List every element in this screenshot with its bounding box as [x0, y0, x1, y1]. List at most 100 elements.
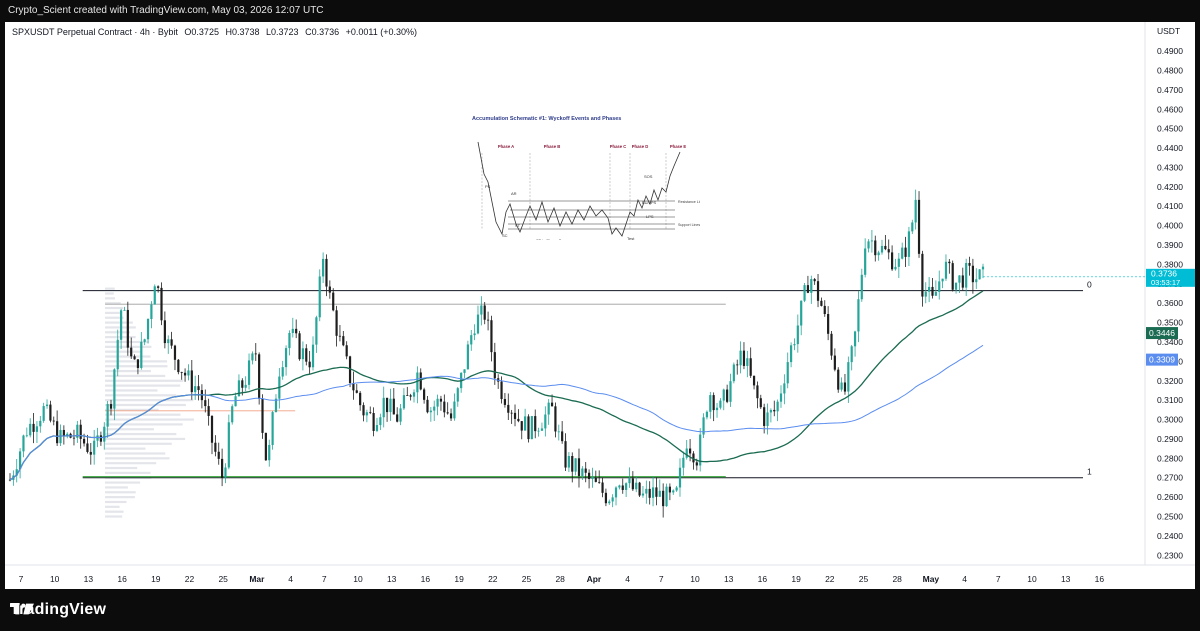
- candle-body: [880, 245, 884, 253]
- candle-body: [887, 249, 890, 253]
- x-tick-label: 25: [522, 574, 532, 584]
- candle-body: [429, 410, 432, 413]
- legend-header: SPXUSDT Perpetual Contract · 4h · Bybit …: [12, 27, 421, 37]
- wyckoff-event-label: PS: [485, 184, 491, 189]
- candle-body: [25, 435, 28, 437]
- candle-body: [965, 263, 968, 288]
- candle-body: [816, 281, 820, 301]
- high-value: H0.3738: [225, 27, 260, 37]
- candle-body: [678, 467, 682, 488]
- candle-body: [897, 258, 900, 267]
- candle-body: [631, 478, 634, 490]
- candle-body: [335, 310, 338, 336]
- candle-body: [244, 384, 247, 388]
- candle-body: [648, 488, 651, 498]
- x-tick-label: 7: [659, 574, 664, 584]
- candle-body: [530, 416, 533, 440]
- candle-body: [729, 381, 732, 402]
- candle-body: [29, 423, 32, 436]
- close-value: C0.3736: [305, 27, 340, 37]
- candle-body: [93, 440, 96, 455]
- x-tick-label: 10: [690, 574, 700, 584]
- candle-body: [719, 400, 722, 408]
- volume-profile-bar: [105, 374, 166, 378]
- candle-body: [783, 383, 786, 394]
- candle-body: [874, 240, 877, 256]
- tradingview-brand[interactable]: TradingView: [10, 601, 106, 619]
- candle-body: [975, 279, 978, 283]
- x-tick-label: 13: [84, 574, 94, 584]
- volume-profile-bar: [105, 481, 141, 484]
- candle-body: [890, 252, 894, 270]
- candle-body: [315, 317, 318, 345]
- candle-body: [446, 412, 449, 414]
- x-tick-label: 7: [19, 574, 24, 584]
- candle-body: [587, 472, 591, 480]
- candle-body: [621, 485, 624, 490]
- ma-fast-value: 0.3309: [1149, 355, 1175, 365]
- volume-profile-bar: [105, 515, 123, 518]
- candle-body: [493, 352, 496, 379]
- candle-body: [810, 279, 813, 293]
- volume-profile-bar: [105, 379, 184, 382]
- change-value: +0.0011 (+0.30%): [345, 27, 418, 37]
- candle-body: [702, 417, 705, 435]
- candle-body: [136, 359, 140, 369]
- candle-body: [106, 404, 109, 427]
- candle-body: [210, 415, 214, 443]
- candle-body: [402, 395, 406, 409]
- candle-body: [241, 380, 244, 388]
- support-lines-label: Support Lines: [678, 223, 700, 227]
- candle-body: [739, 350, 742, 366]
- candle-body: [618, 485, 621, 488]
- candle-body: [89, 451, 92, 455]
- chart-area[interactable]: 0.2300 0.2400 0.2500 0.2600 0.2700 0.2800 0.29…: [5, 22, 1195, 589]
- candle-body: [409, 395, 412, 397]
- volume-profile-bar: [105, 471, 151, 474]
- candle-body: [214, 442, 217, 452]
- candle-body: [328, 286, 331, 293]
- candle-body: [574, 458, 577, 472]
- candle-body: [385, 397, 389, 413]
- candle-body: [645, 488, 648, 494]
- candle-body: [537, 430, 540, 432]
- candle-body: [635, 482, 638, 490]
- phase-label: Phase C: [610, 144, 627, 149]
- candle-body: [591, 477, 594, 480]
- candle-body: [42, 406, 45, 421]
- candle-body: [412, 392, 416, 397]
- countdown-value: 03:53:17: [1151, 278, 1180, 287]
- candle-body: [688, 448, 692, 454]
- candle-body: [348, 356, 352, 384]
- y-tick-label: 0.3500: [1157, 318, 1183, 328]
- candle-body: [382, 397, 385, 418]
- candle-body: [79, 424, 82, 439]
- candle-body: [500, 381, 503, 400]
- volume-profile-bar: [105, 399, 194, 402]
- candle-body: [143, 339, 146, 342]
- x-tick-label: 19: [151, 574, 161, 584]
- candle-body: [140, 341, 143, 369]
- candle-body: [109, 404, 113, 409]
- candle-body: [611, 497, 614, 502]
- candle-body: [672, 490, 675, 493]
- ma-slow-badge: [1146, 327, 1178, 340]
- resistance-lines-label: Resistance Lines: [678, 200, 700, 204]
- candle-body: [298, 333, 301, 360]
- candle-body: [527, 416, 530, 440]
- candle-body: [564, 441, 567, 468]
- candle-body: [231, 406, 234, 423]
- price-chart[interactable]: 0.2300 0.2400 0.2500 0.2600 0.2700 0.2800 0.29…: [5, 22, 1195, 589]
- y-tick-label: 0.3800: [1157, 259, 1183, 269]
- candle-body: [756, 385, 759, 399]
- candle-body: [49, 404, 52, 421]
- candle-body: [598, 481, 601, 483]
- candle-body: [416, 372, 419, 393]
- candle-body: [894, 266, 897, 270]
- candle-body: [914, 199, 917, 223]
- candle-body: [99, 435, 103, 442]
- x-tick-label: 22: [825, 574, 835, 584]
- candle-body: [793, 344, 796, 346]
- x-tick-label: 13: [387, 574, 397, 584]
- wyckoff-schematic-inset: Accumulation Schematic #1: Wyckoff Event…: [470, 112, 700, 240]
